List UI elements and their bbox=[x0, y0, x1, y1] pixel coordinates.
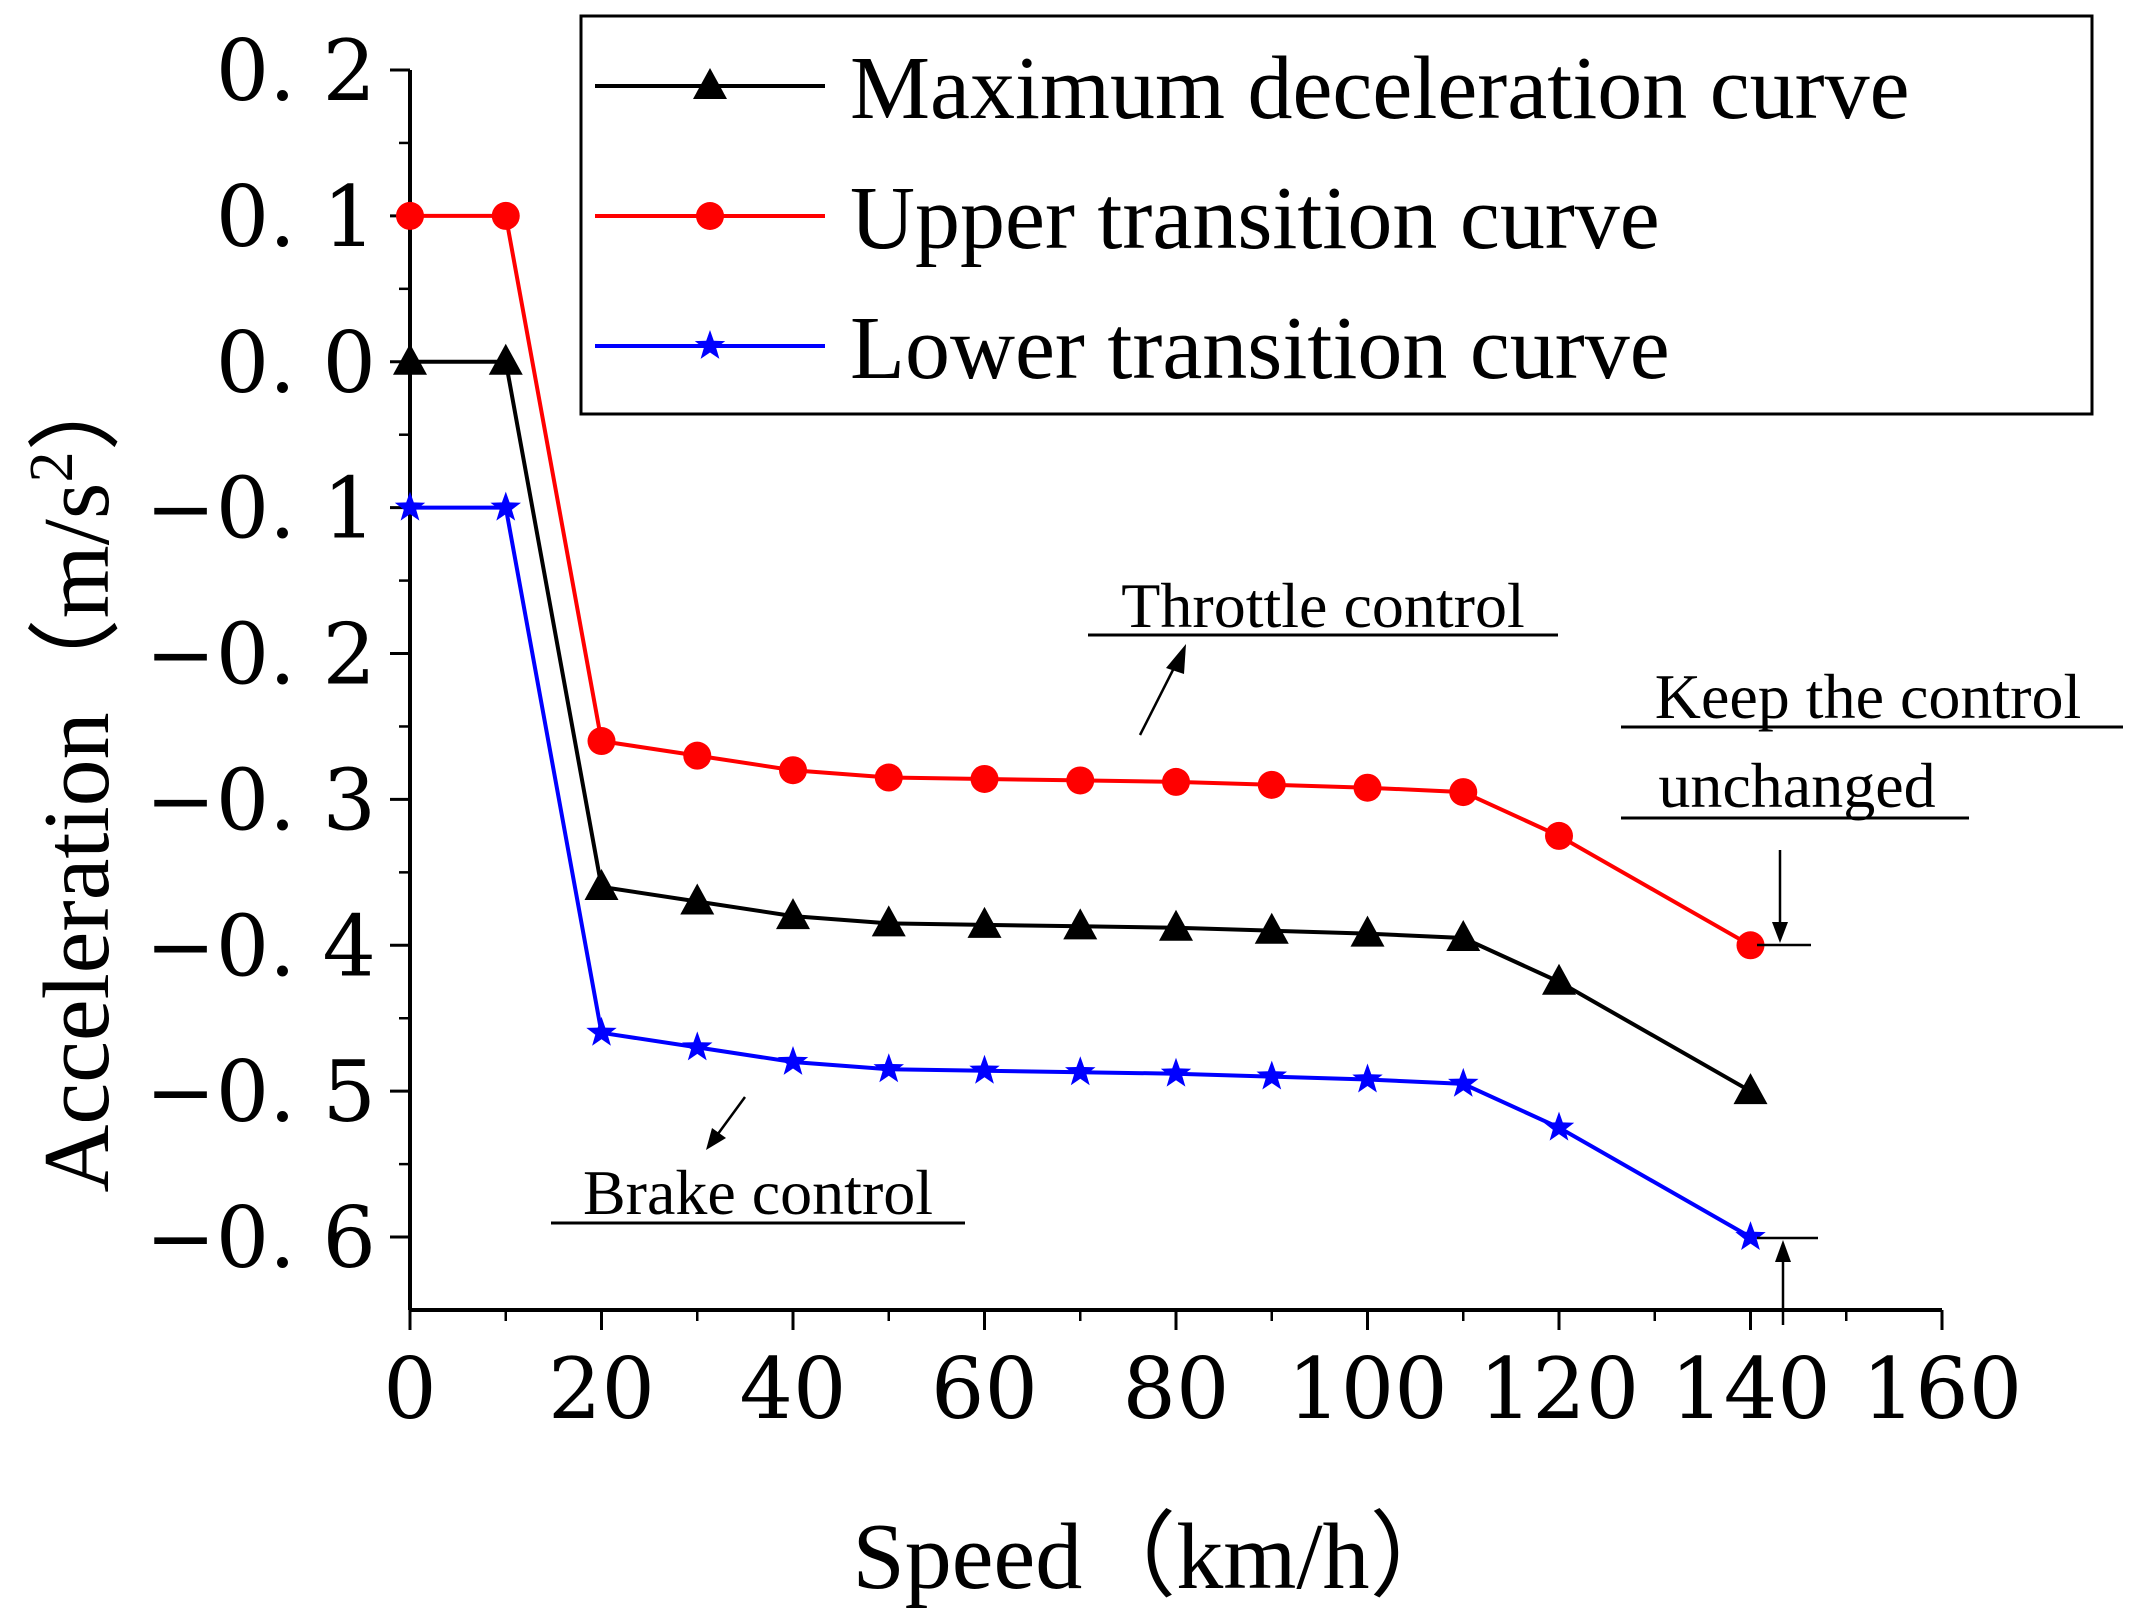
y-tick-label: 0. 1 bbox=[216, 168, 376, 266]
y-tick-label: −0. 6 bbox=[145, 1189, 376, 1287]
data-point bbox=[1160, 1057, 1192, 1087]
brake-control-arrow bbox=[713, 1096, 747, 1139]
data-point bbox=[1066, 766, 1095, 795]
data-point bbox=[1256, 1060, 1287, 1090]
data-point bbox=[1353, 773, 1382, 802]
y-axis-title: Acceleration（m/s2） bbox=[18, 358, 129, 1193]
data-point bbox=[1736, 931, 1765, 960]
y-axis-title-close: ） bbox=[25, 358, 129, 452]
x-tick-label: 140 bbox=[1670, 1340, 1830, 1438]
data-point bbox=[1065, 1056, 1096, 1086]
x-tick-label: 80 bbox=[1123, 1340, 1230, 1438]
y-tick-label: −0. 3 bbox=[145, 751, 376, 849]
series-1 bbox=[393, 343, 1768, 1105]
y-tick-label: 0. 2 bbox=[216, 22, 376, 120]
keep-control-label-line2: unchanged bbox=[1658, 750, 1935, 821]
data-point bbox=[1733, 1073, 1768, 1105]
series-line bbox=[410, 505, 1752, 1239]
y-tick-label: −0. 4 bbox=[145, 897, 376, 995]
throttle-control-arrow bbox=[1138, 659, 1180, 736]
data-point bbox=[1159, 909, 1193, 941]
data-point bbox=[1352, 1063, 1383, 1093]
legend-entry-3: Lower transition curve bbox=[595, 299, 1670, 398]
throttle-control-arrowhead bbox=[1166, 644, 1186, 674]
data-point bbox=[1735, 1221, 1766, 1250]
series-2 bbox=[396, 201, 1765, 960]
data-point bbox=[584, 868, 619, 900]
series-layer bbox=[393, 201, 1768, 1250]
y-axis-ticks: 0. 2 0. 1 0. 0 −0. 1 −0. 2 −0. 3 −0. 4 −0. 5 −0.… bbox=[145, 22, 410, 1287]
legend-marker bbox=[693, 68, 727, 99]
x-tick-label: 120 bbox=[1479, 1340, 1639, 1438]
keep-control-label-line1: Keep the control bbox=[1655, 661, 2082, 732]
data-point bbox=[1257, 770, 1286, 799]
data-point bbox=[1063, 908, 1098, 940]
x-axis-ticks: 0 20 40 60 80 100 120 140 160 bbox=[383, 1310, 2022, 1438]
legend-box bbox=[579, 14, 2094, 416]
data-point bbox=[586, 1016, 617, 1046]
legend-label: Maximum deceleration curve bbox=[850, 39, 1910, 138]
keep-control-upper-arrowhead bbox=[1772, 922, 1788, 943]
keep-control-lower-arrowhead bbox=[1775, 1240, 1791, 1262]
data-point bbox=[1446, 920, 1481, 951]
legend-label: Upper transition curve bbox=[850, 169, 1660, 268]
throttle-control-label: Throttle control bbox=[1121, 570, 1524, 641]
data-point bbox=[682, 1031, 713, 1061]
data-point bbox=[394, 491, 426, 521]
data-point bbox=[777, 1046, 809, 1075]
data-point bbox=[396, 201, 424, 230]
y-axis-title-main: Acceleration（m/s bbox=[25, 483, 129, 1193]
y-tick-label: −0. 5 bbox=[145, 1043, 376, 1141]
data-point bbox=[490, 491, 521, 521]
x-tick-label: 0 bbox=[383, 1340, 436, 1438]
brake-control-label: Brake control bbox=[583, 1157, 933, 1228]
x-tick-label: 60 bbox=[931, 1340, 1038, 1438]
data-point bbox=[1254, 912, 1289, 944]
data-point bbox=[970, 764, 999, 793]
y-axis-title-superscript: 2 bbox=[18, 452, 86, 483]
data-point bbox=[683, 741, 712, 770]
series-line bbox=[410, 359, 1752, 1093]
data-point bbox=[1448, 1067, 1479, 1097]
annotations: Throttle control Brake control Keep the … bbox=[551, 570, 2123, 1325]
y-tick-label: −0. 2 bbox=[145, 606, 376, 704]
series-3 bbox=[394, 491, 1766, 1250]
x-tick-label: 100 bbox=[1287, 1340, 1447, 1438]
data-point bbox=[1543, 1111, 1575, 1141]
legend-marker bbox=[696, 202, 724, 230]
data-point bbox=[1350, 915, 1385, 947]
data-point bbox=[488, 343, 523, 375]
x-tick-label: 160 bbox=[1862, 1340, 2022, 1438]
data-point bbox=[1542, 963, 1576, 995]
legend-entry-1: Maximum deceleration curve bbox=[595, 39, 1910, 138]
data-point bbox=[776, 898, 810, 930]
data-point bbox=[874, 763, 903, 792]
data-point bbox=[1449, 778, 1478, 807]
y-tick-label: −0. 1 bbox=[145, 460, 376, 558]
data-point bbox=[779, 756, 807, 785]
data-point bbox=[587, 727, 616, 756]
legend-label: Lower transition curve bbox=[850, 299, 1670, 398]
x-tick-label: 20 bbox=[548, 1340, 655, 1438]
data-point bbox=[967, 906, 1002, 938]
data-point bbox=[680, 883, 715, 915]
data-point bbox=[969, 1054, 1000, 1084]
y-tick-label: 0. 0 bbox=[216, 314, 376, 412]
brake-control-arrowhead bbox=[706, 1128, 726, 1150]
x-tick-label: 40 bbox=[740, 1340, 847, 1438]
data-point bbox=[871, 905, 906, 937]
x-axis-title: Speed（km/h） bbox=[853, 1505, 1464, 1609]
legend-marker bbox=[694, 330, 726, 359]
legend: Maximum deceleration curve Upper transiti… bbox=[579, 14, 2094, 416]
data-point bbox=[491, 201, 520, 230]
data-point bbox=[1162, 767, 1190, 796]
legend-entry-2: Upper transition curve bbox=[595, 169, 1660, 268]
data-point bbox=[393, 343, 427, 375]
series-line bbox=[410, 213, 1752, 948]
data-point bbox=[873, 1053, 904, 1083]
data-point bbox=[1545, 821, 1573, 850]
